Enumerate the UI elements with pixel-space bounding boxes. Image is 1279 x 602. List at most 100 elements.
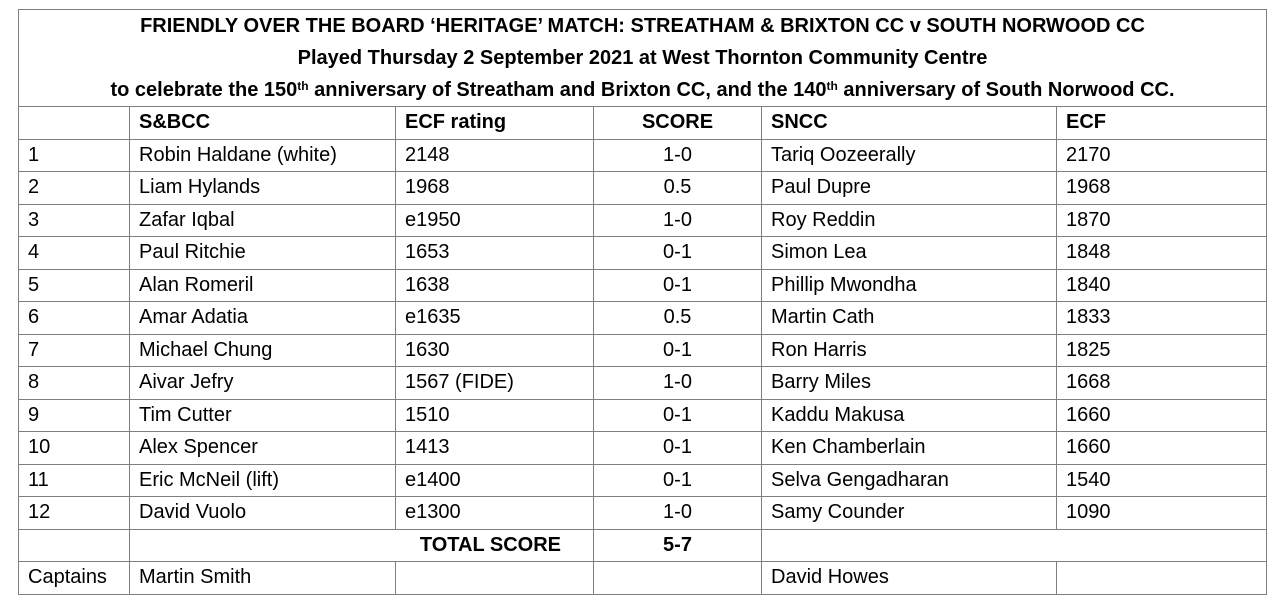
empty-cell [1055, 561, 1268, 595]
sncc-captain: David Howes [761, 561, 1057, 595]
sncc-rating-cell: 2170 [1055, 138, 1268, 172]
captains-row: Captains Martin Smith David Howes [18, 561, 1268, 595]
sncc-player-cell: Roy Reddin [761, 203, 1057, 237]
sbcc-rating-cell: 1638 [395, 268, 594, 302]
sbcc-player-cell: David Vuolo [129, 496, 396, 530]
header-row: FRIENDLY OVER THE BOARD ‘HERITAGE’ MATCH… [17, 9, 1268, 107]
sbcc-player-cell: Liam Hylands [129, 171, 396, 205]
sncc-rating-cell: 1968 [1055, 171, 1268, 205]
board-cell: 12 [18, 496, 130, 530]
sbcc-column-header: S&BCC [129, 106, 396, 140]
sncc-player-cell: Samy Counder [761, 496, 1057, 530]
table-bottom-border [18, 594, 1266, 595]
score-cell: 1-0 [593, 496, 762, 530]
sbcc-rating-cell: e1635 [395, 301, 594, 335]
score-cell: 0.5 [593, 171, 762, 205]
sbcc-player-cell: Michael Chung [129, 333, 396, 367]
board-row: 11 Eric McNeil (lift) e1400 0-1 Selva Gengad… [18, 463, 1268, 497]
board-cell: 3 [18, 203, 130, 237]
match-date-venue: Played Thursday 2 September 2021 at West… [297, 47, 988, 69]
sbcc-player-cell: Alan Romeril [129, 268, 396, 302]
sncc-rating-column-header: ECF [1055, 106, 1268, 140]
sncc-rating-cell: 1825 [1055, 333, 1268, 367]
match-occasion: to celebrate the 150th anniversary of St… [110, 79, 1175, 101]
sncc-player-cell: Phillip Mwondha [761, 268, 1057, 302]
board-row: 1 Robin Haldane (white) 2148 1-0 Tariq Oozee… [18, 138, 1268, 172]
sncc-rating-cell: 1870 [1055, 203, 1268, 237]
sbcc-player-cell: Alex Spencer [129, 431, 396, 465]
sbcc-player-cell: Aivar Jefry [129, 366, 396, 400]
board-cell: 5 [18, 268, 130, 302]
match-header: FRIENDLY OVER THE BOARD ‘HERITAGE’ MATCH… [17, 9, 1268, 107]
sbcc-rating-cell: e1950 [395, 203, 594, 237]
sncc-player-cell: Simon Lea [761, 236, 1057, 270]
sncc-rating-cell: 1848 [1055, 236, 1268, 270]
sncc-player-cell: Ken Chamberlain [761, 431, 1057, 465]
board-column-header [18, 106, 130, 140]
sncc-rating-cell: 1660 [1055, 398, 1268, 432]
total-empty-cell [18, 528, 130, 562]
sncc-player-cell: Tariq Oozeerally [761, 138, 1057, 172]
sbcc-rating-cell: 1630 [395, 333, 594, 367]
board-cell: 7 [18, 333, 130, 367]
sbcc-player-cell: Tim Cutter [129, 398, 396, 432]
score-cell: 0-1 [593, 333, 762, 367]
sbcc-rating-cell: 1413 [395, 431, 594, 465]
score-cell: 0.5 [593, 301, 762, 335]
score-cell: 1-0 [593, 203, 762, 237]
board-cell: 2 [18, 171, 130, 205]
sncc-player-cell: Barry Miles [761, 366, 1057, 400]
score-cell: 0-1 [593, 398, 762, 432]
sbcc-player-cell: Zafar Iqbal [129, 203, 396, 237]
score-cell: 0-1 [593, 268, 762, 302]
score-cell: 1-0 [593, 138, 762, 172]
total-score-label: TOTAL SCORE [129, 528, 594, 562]
empty-cell [395, 561, 594, 595]
match-results-table: FRIENDLY OVER THE BOARD ‘HERITAGE’ MATCH… [17, 9, 1268, 595]
sbcc-rating-cell: e1300 [395, 496, 594, 530]
board-cell: 6 [18, 301, 130, 335]
sbcc-player-cell: Eric McNeil (lift) [129, 463, 396, 497]
total-empty-cell [760, 528, 1268, 562]
column-header-row: S&BCC ECF rating SCORE SNCC ECF [18, 106, 1268, 140]
sbcc-player-cell: Robin Haldane (white) [129, 138, 396, 172]
sncc-player-cell: Ron Harris [761, 333, 1057, 367]
board-row: 5 Alan Romeril 1638 0-1 Phillip Mwondha 1840 [18, 268, 1268, 302]
sbcc-rating-column-header: ECF rating [395, 106, 594, 140]
sbcc-rating-cell: e1400 [395, 463, 594, 497]
board-row: 6 Amar Adatia e1635 0.5 Martin Cath 1833 [18, 301, 1268, 335]
sncc-rating-cell: 1090 [1055, 496, 1268, 530]
captains-label: Captains [18, 561, 130, 595]
board-cell: 8 [18, 366, 130, 400]
match-title: FRIENDLY OVER THE BOARD ‘HERITAGE’ MATCH… [140, 15, 1145, 37]
sncc-rating-cell: 1660 [1055, 431, 1268, 465]
score-cell: 0-1 [593, 431, 762, 465]
sbcc-player-cell: Amar Adatia [129, 301, 396, 335]
score-cell: 1-0 [593, 366, 762, 400]
sncc-rating-cell: 1840 [1055, 268, 1268, 302]
board-row: 7 Michael Chung 1630 0-1 Ron Harris 1825 [18, 333, 1268, 367]
board-cell: 10 [18, 431, 130, 465]
sbcc-captain: Martin Smith [129, 561, 396, 595]
sbcc-player-cell: Paul Ritchie [129, 236, 396, 270]
sncc-player-cell: Selva Gengadharan [761, 463, 1057, 497]
total-score-value: 5-7 [593, 528, 762, 562]
sbcc-rating-cell: 2148 [395, 138, 594, 172]
sncc-player-cell: Kaddu Makusa [761, 398, 1057, 432]
board-row: 9 Tim Cutter 1510 0-1 Kaddu Makusa 1660 [18, 398, 1268, 432]
sncc-rating-cell: 1833 [1055, 301, 1268, 335]
sncc-player-cell: Martin Cath [761, 301, 1057, 335]
sbcc-rating-cell: 1968 [395, 171, 594, 205]
score-column-header: SCORE [593, 106, 762, 140]
board-cell: 4 [18, 236, 130, 270]
board-cell: 11 [18, 463, 130, 497]
score-cell: 0-1 [593, 236, 762, 270]
sncc-column-header: SNCC [761, 106, 1057, 140]
total-score-row: TOTAL SCORE 5-7 [18, 528, 1268, 562]
sncc-player-cell: Paul Dupre [761, 171, 1057, 205]
board-cell: 1 [18, 138, 130, 172]
sbcc-rating-cell: 1510 [395, 398, 594, 432]
board-cell: 9 [18, 398, 130, 432]
board-row: 2 Liam Hylands 1968 0.5 Paul Dupre 1968 [18, 171, 1268, 205]
board-row: 3 Zafar Iqbal e1950 1-0 Roy Reddin 1870 [18, 203, 1268, 237]
